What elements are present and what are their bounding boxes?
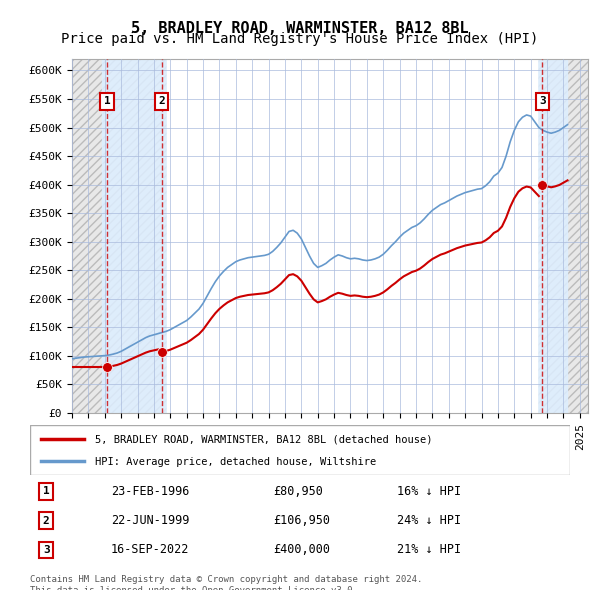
Text: 21% ↓ HPI: 21% ↓ HPI	[397, 543, 461, 556]
Text: £400,000: £400,000	[273, 543, 330, 556]
Text: 5, BRADLEY ROAD, WARMINSTER, BA12 8BL (detached house): 5, BRADLEY ROAD, WARMINSTER, BA12 8BL (d…	[95, 435, 432, 445]
Text: 2: 2	[43, 516, 50, 526]
Text: 1: 1	[104, 97, 110, 106]
Text: HPI: Average price, detached house, Wiltshire: HPI: Average price, detached house, Wilt…	[95, 457, 376, 467]
FancyBboxPatch shape	[30, 425, 570, 475]
Text: 3: 3	[43, 545, 50, 555]
Text: 2: 2	[158, 97, 165, 106]
Text: 16-SEP-2022: 16-SEP-2022	[111, 543, 190, 556]
Text: 5, BRADLEY ROAD, WARMINSTER, BA12 8BL: 5, BRADLEY ROAD, WARMINSTER, BA12 8BL	[131, 21, 469, 35]
Text: Price paid vs. HM Land Registry's House Price Index (HPI): Price paid vs. HM Land Registry's House …	[61, 32, 539, 47]
Text: 23-FEB-1996: 23-FEB-1996	[111, 485, 190, 498]
Text: Contains HM Land Registry data © Crown copyright and database right 2024.
This d: Contains HM Land Registry data © Crown c…	[30, 575, 422, 590]
Bar	[72, 59, 102, 413]
Text: £106,950: £106,950	[273, 514, 330, 527]
Text: 24% ↓ HPI: 24% ↓ HPI	[397, 514, 461, 527]
Text: £80,950: £80,950	[273, 485, 323, 498]
Text: 1: 1	[43, 486, 50, 496]
Text: 16% ↓ HPI: 16% ↓ HPI	[397, 485, 461, 498]
Text: 3: 3	[539, 97, 545, 106]
Bar	[538, 59, 567, 413]
Text: 22-JUN-1999: 22-JUN-1999	[111, 514, 190, 527]
Bar	[167, 59, 538, 413]
Bar	[102, 59, 167, 413]
